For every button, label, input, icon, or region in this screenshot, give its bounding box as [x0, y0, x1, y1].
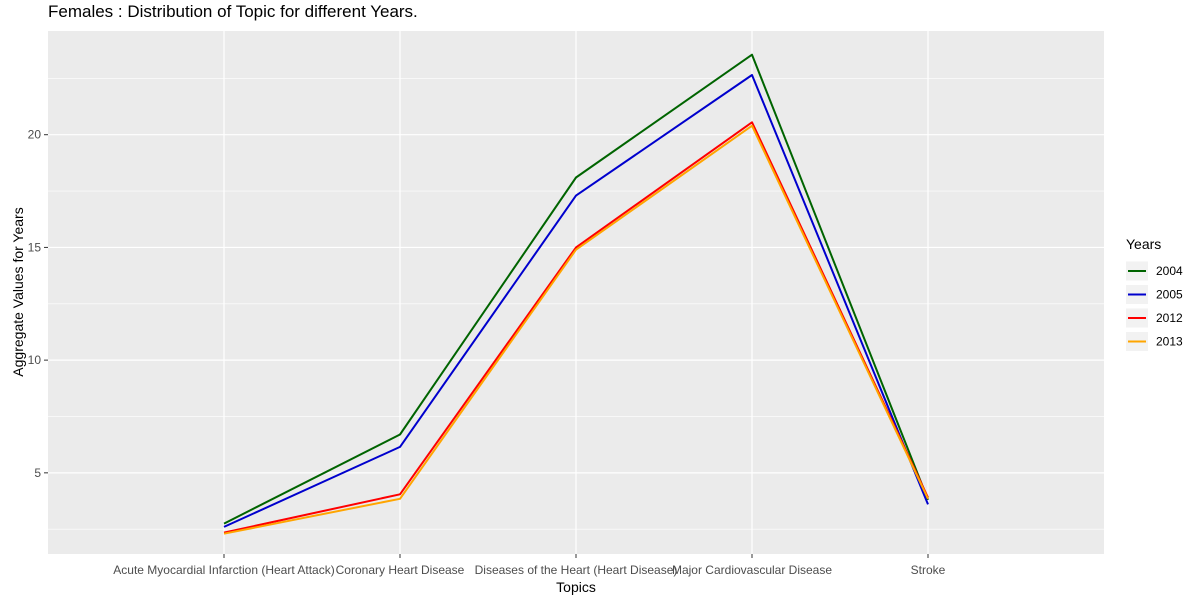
- chart-title: Females : Distribution of Topic for diff…: [48, 2, 418, 21]
- legend: Years 2004 2005 2012 2013: [1126, 236, 1183, 351]
- x-tick-label: Major Cardiovascular Disease: [672, 563, 832, 577]
- series-lines: [223, 53, 929, 535]
- legend-label-2012: 2012: [1156, 311, 1183, 325]
- x-tick-label: Diseases of the Heart (Heart Disease): [475, 563, 678, 577]
- y-tick-label: 10: [28, 353, 42, 367]
- legend-label-2013: 2013: [1156, 335, 1183, 349]
- x-tick-label: Acute Myocardial Infarction (Heart Attac…: [113, 563, 334, 577]
- y-tick-label: 5: [34, 466, 41, 480]
- grid-major: [48, 31, 1104, 554]
- legend-label-2004: 2004: [1156, 264, 1183, 278]
- x-tick-label: Stroke: [911, 563, 946, 577]
- x-axis-ticks: Acute Myocardial Infarction (Heart Attac…: [113, 554, 946, 577]
- series-line-2005: [223, 74, 929, 528]
- y-tick-label: 15: [28, 240, 42, 254]
- series-line-2012: [223, 121, 929, 534]
- y-axis-title: Aggregate Values for Years: [10, 207, 26, 376]
- y-axis-ticks: 5 10 15 20: [28, 128, 48, 480]
- y-tick-label: 20: [28, 128, 42, 142]
- legend-label-2005: 2005: [1156, 288, 1183, 302]
- series-line-2013: [223, 124, 929, 535]
- x-tick-label: Coronary Heart Disease: [336, 563, 465, 577]
- x-axis-title: Topics: [556, 579, 596, 595]
- series-line-2004: [223, 53, 929, 525]
- legend-title: Years: [1126, 236, 1161, 252]
